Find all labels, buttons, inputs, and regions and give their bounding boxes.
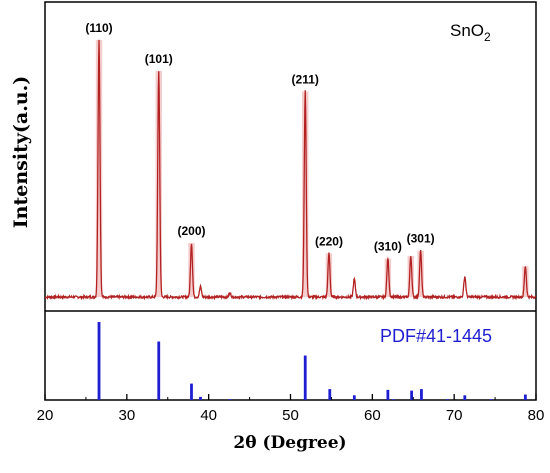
reference-line xyxy=(97,322,101,400)
peak-glow xyxy=(155,70,162,297)
sample-label-subscript: 2 xyxy=(484,30,491,44)
reference-line xyxy=(410,390,414,400)
xrd-pattern xyxy=(44,39,537,301)
pattern-line xyxy=(44,39,537,301)
sample-label: SnO2 xyxy=(450,21,491,44)
reference-line xyxy=(352,395,356,400)
x-tick-label: 70 xyxy=(446,407,463,424)
reference-label: PDF#41-1445 xyxy=(380,326,492,346)
x-tick-label: 50 xyxy=(282,407,299,424)
y-axis-label: Intensity(a.u.) xyxy=(10,76,32,228)
reference-line xyxy=(523,394,527,400)
peak-glow xyxy=(417,250,424,297)
peak-label: (220) xyxy=(315,234,343,248)
peak-glow xyxy=(95,40,103,297)
reference-line xyxy=(446,399,450,400)
peak-glow xyxy=(384,258,392,297)
peak-labels: (110) (101) (200) (211) (220) (310) (301) xyxy=(85,21,434,253)
reference-line xyxy=(157,341,161,400)
x-tick-label: 60 xyxy=(364,407,381,424)
x-axis-ticks: 20 30 40 50 60 70 80 xyxy=(37,394,545,424)
peak-glow xyxy=(188,243,195,297)
peak-label: (200) xyxy=(177,224,205,238)
peak-label: (101) xyxy=(145,52,173,66)
reference-pattern xyxy=(97,322,527,400)
peak-glow xyxy=(325,253,333,297)
reference-line xyxy=(328,389,332,400)
x-axis-label: 2θ (Degree) xyxy=(233,433,346,453)
x-tick-label: 30 xyxy=(118,407,135,424)
x-tick-label: 80 xyxy=(528,407,545,424)
peak-label: (310) xyxy=(374,239,402,253)
peak-label: (110) xyxy=(85,21,112,35)
reference-line xyxy=(420,389,423,400)
peak-label: (301) xyxy=(407,232,435,246)
x-tick-label: 40 xyxy=(200,407,217,424)
reference-line xyxy=(489,399,493,400)
peak-glow xyxy=(302,91,309,298)
reference-line xyxy=(386,389,390,400)
reference-line xyxy=(199,396,202,400)
reference-line xyxy=(392,399,396,400)
reference-line xyxy=(463,395,467,400)
reference-line xyxy=(228,399,232,400)
reference-line xyxy=(190,383,193,400)
reference-line xyxy=(303,355,307,400)
peak-glow xyxy=(407,255,414,297)
peak-label: (211) xyxy=(292,72,319,86)
peak-glow xyxy=(522,266,529,297)
x-tick-label: 20 xyxy=(37,407,54,424)
